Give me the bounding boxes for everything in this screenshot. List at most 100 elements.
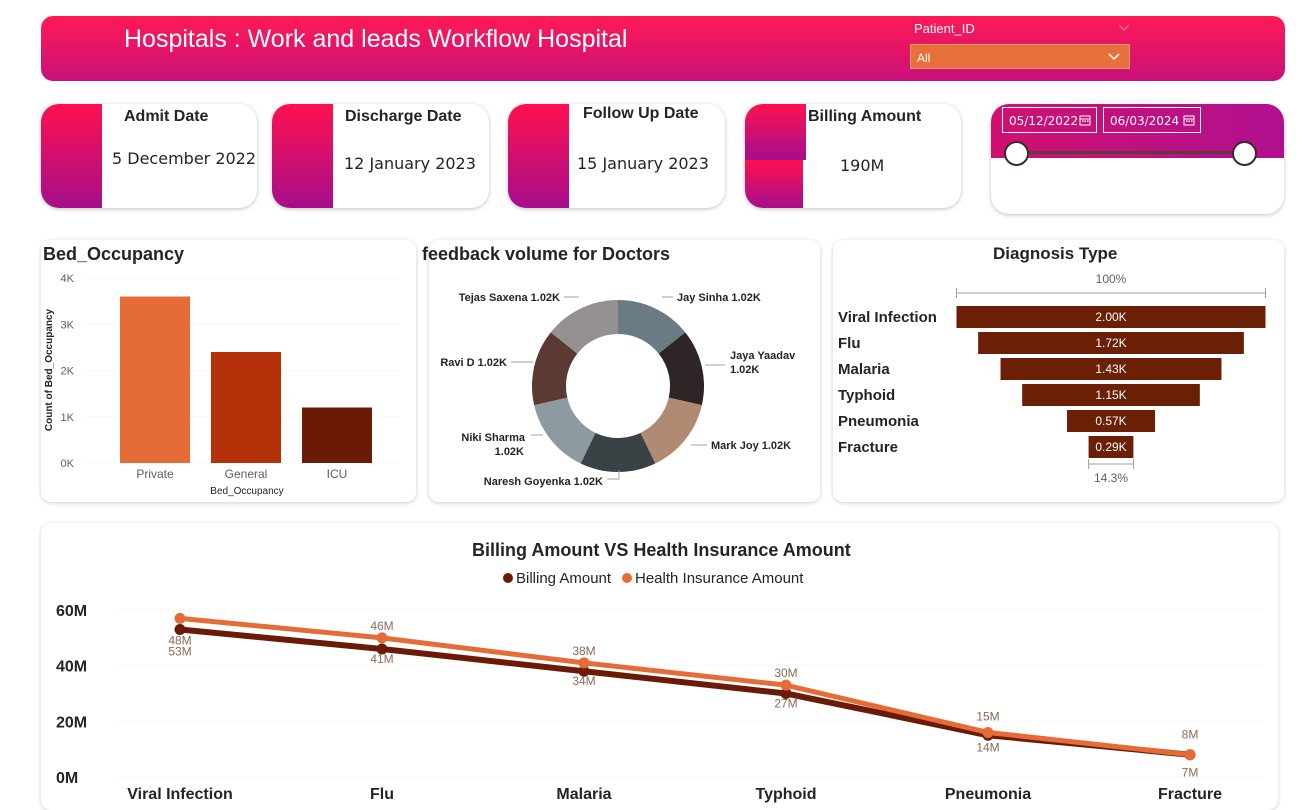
bar-private [120, 296, 190, 463]
y-tick-label: 20M [56, 714, 87, 731]
chevron-down-icon [1108, 53, 1120, 61]
funnel-category-label: Typhoid [838, 387, 895, 404]
x-tick-label: General [225, 467, 268, 481]
funnel-bar [956, 306, 1266, 328]
y-tick-label: 4K [61, 273, 75, 285]
follow-up-date-value: 15 January 2023 [577, 154, 709, 173]
funnel-value-label: 2.00K [1095, 310, 1126, 324]
funnel-category-label: Flu [838, 335, 861, 352]
bed-occupancy-panel: Bed_Occupancy 0K 1K 2K 3K 4K Private General IC… [41, 240, 416, 502]
diagnosis-type-title: Diagnosis Type [993, 244, 1118, 263]
insurance-data-label: 15M [976, 709, 999, 723]
funnel-value-label: 1.15K [1095, 388, 1126, 402]
funnel-value-label: 1.72K [1095, 336, 1126, 350]
donut-data-label: Tejas Saxena 1.02K [459, 292, 560, 304]
donut-data-label: Mark Joy 1.02K [711, 440, 791, 452]
donut-data-label: Jay Sinha 1.02K [677, 292, 761, 304]
funnel-value-label: 0.57K [1095, 414, 1126, 428]
donut-slice-naresh-goyenka [580, 432, 656, 472]
end-date-value: 06/03/2024 [1110, 114, 1180, 128]
doctor-feedback-title: feedback volume for Doctors [422, 244, 671, 264]
funnel-bar [1022, 384, 1200, 406]
diagnosis-type-panel: Diagnosis Type 100% 2.00K Viral Infection 1… [833, 240, 1284, 502]
donut-slice-niki-sharma [534, 397, 596, 464]
funnel-bar [978, 332, 1244, 354]
funnel-value-label: 1.43K [1095, 362, 1126, 376]
card-accent-lower [745, 160, 803, 208]
data-point [780, 679, 792, 691]
billing-data-label: 53M [168, 644, 191, 658]
funnel-category-label: Malaria [838, 361, 890, 378]
insurance-data-label: 8M [1182, 728, 1199, 742]
y-tick-label: 60M [56, 603, 87, 620]
card-accent [508, 104, 569, 208]
y-axis-title: Count of Bed_Occupancy [44, 308, 55, 431]
date-slider-start-handle[interactable] [1004, 141, 1029, 166]
end-date-input[interactable]: 06/03/2024 [1103, 107, 1201, 133]
y-tick-label: 0K [61, 458, 75, 470]
diagnosis-type-chart: 100% 2.00K Viral Infection 1.72K Flu 1.43K Mal… [838, 272, 1266, 485]
funnel-bar [1088, 436, 1134, 458]
data-point [174, 612, 186, 624]
billing-amount-value: 190M [840, 156, 885, 175]
insurance-data-label: 30M [774, 666, 797, 680]
bar-general [211, 352, 281, 463]
funnel-category-label: Fracture [838, 439, 898, 456]
kpi-card-admit-date: Admit Date 5 December 2022 [41, 104, 257, 208]
donut-slice-tejas-saxena [550, 300, 618, 354]
insurance-data-label: 46M [370, 619, 393, 633]
billing-data-label: 7M [1182, 766, 1199, 780]
follow-up-date-label: Follow Up Date [583, 105, 699, 122]
donut-slice-jay-sinha [618, 300, 686, 354]
legend-marker [622, 573, 632, 583]
data-point [376, 632, 388, 644]
calendar-icon [1079, 115, 1091, 126]
start-date-value: 05/12/2022 [1009, 114, 1079, 128]
funnel-category-label: Pneumonia [838, 413, 920, 430]
date-slider-end-handle[interactable] [1232, 141, 1257, 166]
y-tick-label: 2K [61, 366, 75, 378]
discharge-date-value: 12 January 2023 [344, 154, 476, 173]
billing-data-label: 27M [774, 697, 797, 711]
admit-date-label: Admit Date [124, 108, 209, 125]
doctor-feedback-chart: Jay Sinha 1.02K Jaya Yaadav 1.02K Mark Joy … [440, 292, 796, 488]
x-tick-label: Viral Infection [127, 786, 233, 803]
data-point [780, 688, 792, 699]
billing-vs-insurance-chart: 0M 20M 40M 60M Viral Infection Flu Malaria Typh… [56, 570, 1261, 803]
doctor-feedback-panel: feedback volume for Doctors Jay Sinha 1.… [422, 240, 820, 502]
date-slider-track[interactable] [1016, 151, 1244, 154]
start-date-input[interactable]: 05/12/2022 [1002, 107, 1097, 133]
billing-data-label: 41M [370, 652, 393, 666]
donut-name-label: Niki Sharma [461, 432, 525, 444]
billing-vs-insurance-panel: Billing Amount VS Health Insurance Amoun… [41, 523, 1278, 810]
patient-id-slicer-label: Patient_ID [914, 21, 975, 36]
header-banner: Hospitals : Work and leads Workflow Hosp… [41, 16, 1285, 81]
donut-name-label: Jaya Yaadav [730, 350, 796, 362]
y-tick-label: 40M [56, 659, 87, 676]
leader-line [607, 470, 620, 480]
insurance-data-label: 48M [168, 633, 191, 647]
donut-value-label: 1.02K [495, 446, 524, 458]
patient-id-dropdown[interactable]: All [910, 44, 1130, 69]
card-accent [272, 104, 333, 208]
x-tick-label: ICU [327, 467, 348, 481]
chevron-down-icon[interactable] [1117, 21, 1131, 33]
x-tick-label: Fracture [1158, 786, 1222, 803]
y-tick-label: 0M [56, 770, 78, 787]
funnel-bar [1066, 410, 1156, 432]
calendar-icon [1183, 115, 1195, 126]
billing-vs-insurance-title: Billing Amount VS Health Insurance Amoun… [472, 540, 851, 560]
funnel-top-percent: 100% [1096, 272, 1127, 286]
data-point [982, 726, 994, 738]
legend-label: Billing Amount [516, 570, 612, 587]
donut-value-label: 1.02K [730, 364, 759, 376]
funnel-category-label: Viral Infection [838, 309, 937, 326]
funnel-value-label: 0.29K [1095, 440, 1126, 454]
discharge-date-label: Discharge Date [345, 108, 462, 125]
x-tick-label: Private [136, 467, 174, 481]
y-tick-label: 3K [61, 319, 75, 331]
x-tick-label: Typhoid [755, 786, 816, 803]
x-axis-title: Bed_Occupancy [210, 486, 283, 497]
billing-data-label: 34M [572, 674, 595, 688]
data-point [1184, 749, 1196, 761]
